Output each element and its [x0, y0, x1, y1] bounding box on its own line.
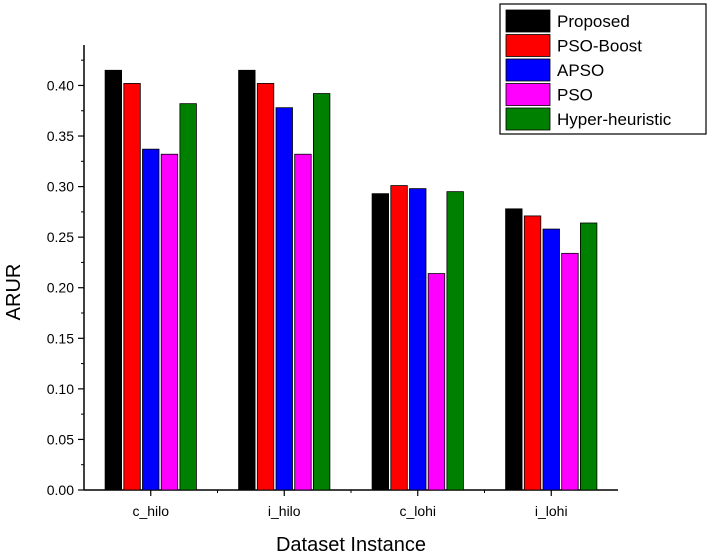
bar-proposed-c_hilo: [104, 69, 122, 491]
legend: Proposed PSO-Boost APSO PSO Hyper-heuristic: [499, 3, 707, 135]
bars: [104, 69, 598, 491]
y-tick-label: 0.40: [47, 77, 74, 93]
legend-swatch: [505, 9, 551, 33]
y-tick-label: 0.15: [47, 330, 74, 346]
bar-proposed-i_hilo: [238, 69, 256, 491]
bar-pso-i_hilo: [294, 153, 312, 491]
legend-label: PSO: [557, 86, 593, 105]
bar-apso-i_hilo: [275, 107, 293, 491]
bar-hyper-heuristic-i_lohi: [580, 222, 598, 491]
bar-hyper-heuristic-c_hilo: [179, 103, 197, 491]
y-tick-label: 0.10: [47, 381, 74, 397]
bar-pso-i_lohi: [561, 252, 579, 491]
bar-apso-c_hilo: [142, 148, 160, 491]
y-tick-label: 0.30: [47, 179, 74, 195]
bar-pso-boost-i_lohi: [523, 215, 542, 491]
y-tick-label: 0.05: [47, 431, 74, 447]
y-tick-label: 0.00: [47, 482, 74, 498]
bar-proposed-i_lohi: [505, 208, 523, 491]
bar-pso-c_hilo: [160, 153, 179, 491]
y-tick-label: 0.20: [47, 280, 74, 296]
legend-label: PSO-Boost: [557, 37, 642, 56]
legend-swatch: [505, 58, 551, 82]
legend-swatch: [505, 83, 551, 106]
bar-apso-c_lohi: [409, 188, 427, 491]
bar-pso-boost-i_hilo: [256, 83, 275, 491]
legend-swatch: [505, 107, 551, 131]
bar-proposed-c_lohi: [371, 193, 390, 491]
x-tick-label: i_hilo: [268, 503, 301, 519]
bar-pso-c_lohi: [427, 273, 446, 491]
legend-swatch: [505, 34, 551, 57]
ticks: 0.00 0.05 0.10 0.15 0.20 0.25 0.30 0.35 0.40 c_hi…: [47, 59, 568, 519]
y-tick-label: 0.25: [47, 229, 74, 245]
bar-hyper-heuristic-i_hilo: [312, 93, 331, 491]
legend-label: APSO: [557, 61, 604, 80]
y-axis-label: ARUR: [3, 264, 25, 321]
x-tick-label: i_lohi: [535, 503, 568, 519]
legend-label: Hyper-heuristic: [557, 110, 672, 129]
bar-hyper-heuristic-c_lohi: [446, 191, 464, 491]
x-tick-label: c_lohi: [399, 503, 436, 519]
bar-pso-boost-c_lohi: [390, 185, 408, 491]
x-tick-label: c_hilo: [132, 503, 169, 519]
bar-apso-i_lohi: [542, 228, 560, 491]
x-axis-label: Dataset Instance: [276, 534, 426, 556]
legend-label: Proposed: [557, 12, 630, 31]
y-tick-label: 0.35: [47, 128, 74, 144]
bar-pso-boost-c_hilo: [123, 83, 141, 491]
